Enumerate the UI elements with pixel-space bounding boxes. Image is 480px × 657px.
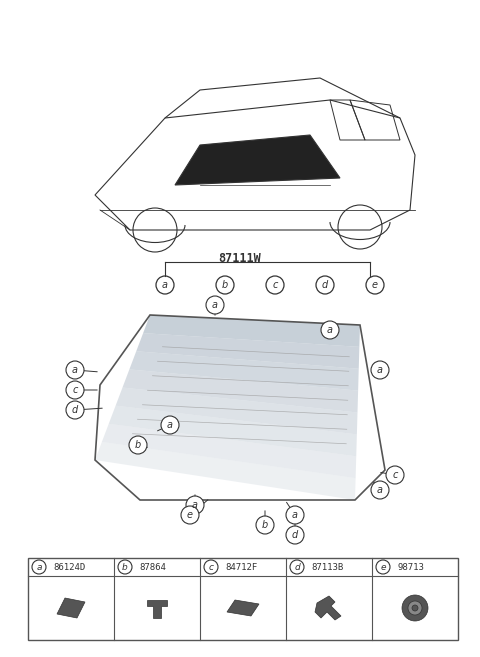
Circle shape [402, 595, 428, 621]
Text: a: a [377, 485, 383, 495]
Circle shape [286, 506, 304, 524]
Text: d: d [72, 405, 78, 415]
Text: b: b [262, 520, 268, 530]
Text: a: a [192, 500, 198, 510]
Circle shape [118, 560, 132, 574]
Text: b: b [122, 562, 128, 572]
Circle shape [156, 276, 174, 294]
Text: 84712F: 84712F [225, 562, 257, 572]
Circle shape [129, 436, 147, 454]
Circle shape [412, 605, 418, 611]
Circle shape [186, 496, 204, 514]
Text: a: a [292, 510, 298, 520]
Circle shape [366, 276, 384, 294]
Text: d: d [292, 530, 298, 540]
Text: c: c [208, 562, 214, 572]
Circle shape [66, 401, 84, 419]
Polygon shape [136, 333, 360, 369]
Polygon shape [116, 388, 358, 434]
Text: d: d [294, 562, 300, 572]
Circle shape [66, 361, 84, 379]
Circle shape [371, 481, 389, 499]
Text: a: a [162, 280, 168, 290]
Circle shape [408, 601, 422, 615]
Polygon shape [122, 369, 358, 413]
Circle shape [376, 560, 390, 574]
Text: e: e [372, 280, 378, 290]
Circle shape [286, 526, 304, 544]
Circle shape [386, 466, 404, 484]
Circle shape [32, 560, 46, 574]
Circle shape [266, 276, 284, 294]
Text: d: d [322, 280, 328, 290]
Circle shape [206, 296, 224, 314]
Circle shape [161, 416, 179, 434]
Polygon shape [147, 600, 167, 618]
Text: c: c [392, 470, 398, 480]
FancyBboxPatch shape [28, 558, 458, 640]
Text: a: a [167, 420, 173, 430]
Polygon shape [57, 598, 85, 618]
Text: 98713: 98713 [397, 562, 424, 572]
Text: a: a [327, 325, 333, 335]
Circle shape [290, 560, 304, 574]
Circle shape [66, 381, 84, 399]
Circle shape [181, 506, 199, 524]
Text: a: a [212, 300, 218, 310]
Text: 86124D: 86124D [53, 562, 85, 572]
Circle shape [256, 516, 274, 534]
Text: 87113B: 87113B [311, 562, 343, 572]
Text: 87111W: 87111W [218, 252, 262, 265]
Text: b: b [222, 280, 228, 290]
Text: 87864: 87864 [139, 562, 166, 572]
Text: e: e [187, 510, 193, 520]
Polygon shape [315, 596, 341, 620]
Polygon shape [175, 135, 340, 185]
Text: c: c [72, 385, 78, 395]
Circle shape [204, 560, 218, 574]
Polygon shape [130, 351, 359, 391]
Circle shape [316, 276, 334, 294]
Text: e: e [380, 562, 386, 572]
Polygon shape [109, 405, 357, 456]
Circle shape [371, 361, 389, 379]
Polygon shape [102, 424, 356, 478]
Text: a: a [36, 562, 42, 572]
Polygon shape [143, 315, 360, 347]
Circle shape [321, 321, 339, 339]
Text: a: a [72, 365, 78, 375]
Text: a: a [377, 365, 383, 375]
Polygon shape [95, 442, 356, 500]
Circle shape [216, 276, 234, 294]
Text: c: c [272, 280, 278, 290]
Polygon shape [227, 600, 259, 616]
Text: b: b [135, 440, 141, 450]
